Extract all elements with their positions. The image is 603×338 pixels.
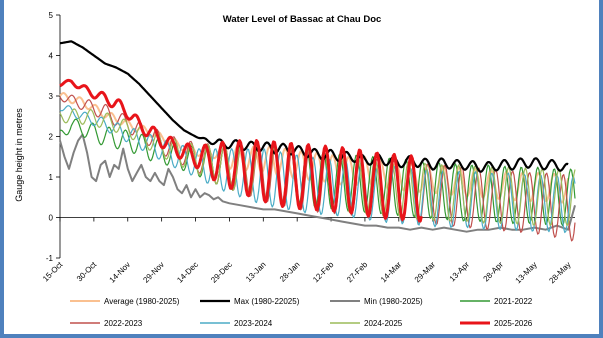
- x-tick-label: 29-Nov: [141, 260, 166, 285]
- x-tick-label: 27-Feb: [345, 260, 370, 285]
- y-tick-label: 2: [49, 133, 54, 142]
- y-tick-label: 3: [49, 92, 54, 101]
- series-lines: [59, 40, 576, 242]
- legend-label: 2021-2022: [494, 297, 533, 306]
- legend-label: 2024-2025: [364, 319, 403, 328]
- legend: Average (1980-2025) Max (1980-22025) Min (…: [70, 297, 533, 328]
- x-tick-label: 13-May: [514, 260, 539, 285]
- x-tick-label: 29-Dec: [209, 260, 234, 285]
- chart-title: Water Level of Bassac at Chau Doc: [223, 14, 382, 25]
- x-tick-label: 12-Feb: [311, 260, 336, 285]
- x-tick-label: 13-Apr: [448, 260, 472, 284]
- y-tick-label: -1: [46, 254, 54, 263]
- y-axis-label: Gauge height in metres: [14, 108, 24, 202]
- series-line-7: [59, 78, 423, 223]
- legend-label: Average (1980-2025): [104, 297, 180, 306]
- y-tick-label: 1: [49, 173, 54, 182]
- y-tick-label: 4: [49, 52, 54, 61]
- x-tick-label: 15-Oct: [41, 260, 65, 284]
- x-tick-label: 28-Apr: [482, 260, 506, 284]
- x-tick-label: 28-Jan: [278, 260, 302, 284]
- x-tick-label: 30-Oct: [75, 260, 99, 284]
- x-tick-label: 14-Dec: [175, 260, 200, 285]
- legend-label: 2022-2023: [104, 319, 143, 328]
- legend-label: Max (1980-22025): [234, 297, 300, 306]
- series-line-5: [59, 105, 576, 234]
- legend-label: 2023-2024: [234, 319, 273, 328]
- x-tick-label: 29-Mar: [413, 260, 438, 285]
- legend-label: 2025-2026: [494, 319, 533, 328]
- x-tick-label: 14-Mar: [379, 260, 404, 285]
- x-tick-label: 14-Nov: [108, 260, 133, 285]
- legend-label: Min (1980-2025): [364, 297, 423, 306]
- series-line-1: [59, 40, 569, 173]
- series-line-2: [59, 133, 576, 233]
- y-tick-label: 0: [49, 214, 54, 223]
- y-tick-label: 5: [49, 11, 54, 20]
- x-tick-label: 28-May: [547, 260, 572, 285]
- y-axis: -1 0 1 2 3 4 5: [46, 11, 61, 263]
- x-tick-label: 13-Jan: [244, 260, 268, 284]
